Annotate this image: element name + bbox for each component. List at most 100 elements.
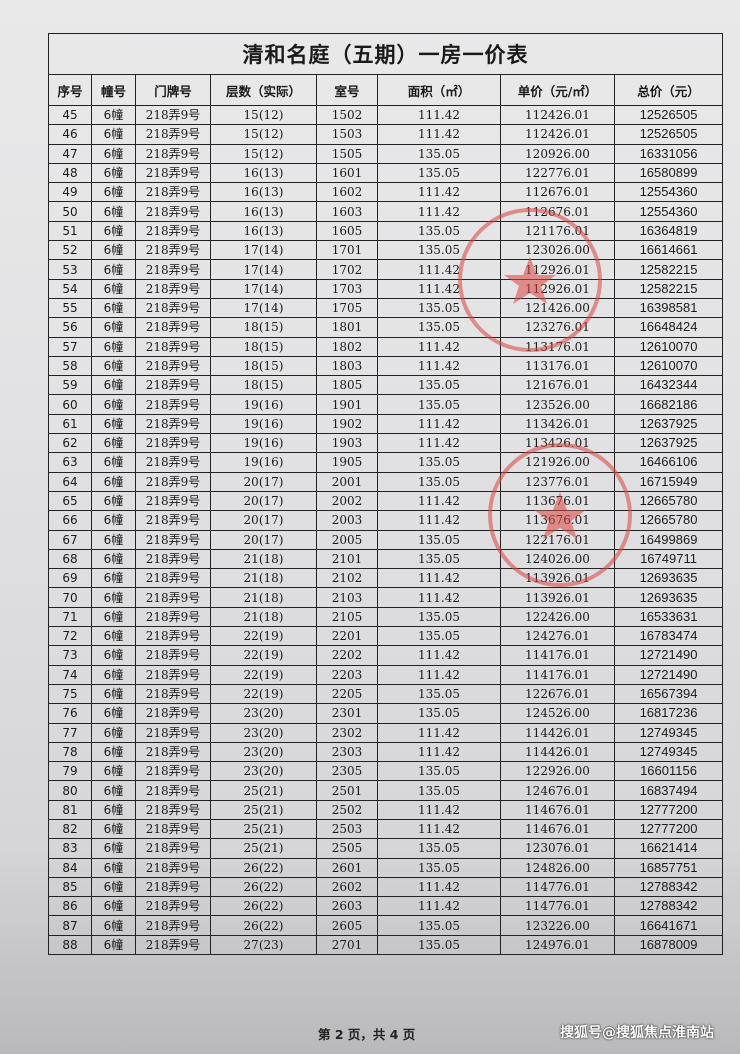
cell-index: 52 bbox=[48, 240, 92, 261]
cell-total-price: 16648424 bbox=[614, 317, 723, 338]
cell-unit-price: 112676.01 bbox=[500, 182, 615, 203]
cell-building: 6幢 bbox=[91, 104, 136, 126]
cell-total-price: 16432344 bbox=[614, 375, 723, 396]
cell-index: 77 bbox=[48, 722, 92, 743]
cell-floor: 19(16) bbox=[210, 452, 317, 473]
cell-address: 218弄9号 bbox=[135, 124, 211, 145]
cell-unit-price: 112926.01 bbox=[500, 259, 615, 280]
table-row: 68 6幢 218弄9号 21(18) 2101 135.05 124026.00 16749… bbox=[48, 548, 723, 570]
cell-area: 135.05 bbox=[377, 471, 501, 492]
table-row: 75 6幢 218弄9号 22(19) 2205 135.05 122676.01 16567… bbox=[48, 683, 723, 705]
table-row: 60 6幢 218弄9号 19(16) 1901 135.05 123526.00 16682… bbox=[48, 394, 723, 415]
cell-room: 1905 bbox=[316, 452, 378, 473]
cell-address: 218弄9号 bbox=[135, 182, 211, 203]
table-row: 55 6幢 218弄9号 17(14) 1705 135.05 121426.00 16398… bbox=[48, 297, 723, 319]
cell-floor: 21(18) bbox=[210, 606, 317, 628]
cell-room: 2505 bbox=[316, 838, 378, 859]
cell-building: 6幢 bbox=[91, 529, 136, 550]
cell-area: 135.05 bbox=[377, 394, 501, 415]
cell-area: 135.05 bbox=[377, 838, 501, 859]
cell-total-price: 16364819 bbox=[614, 220, 723, 242]
header-col-building: 幢号 bbox=[91, 74, 136, 106]
cell-unit-price: 124976.01 bbox=[500, 934, 615, 956]
cell-floor: 16(13) bbox=[210, 162, 317, 184]
cell-address: 218弄9号 bbox=[135, 278, 211, 299]
cell-building: 6幢 bbox=[91, 780, 136, 801]
cell-total-price: 12788342 bbox=[614, 896, 723, 917]
cell-address: 218弄9号 bbox=[135, 741, 211, 763]
cell-building: 6幢 bbox=[91, 182, 136, 203]
cell-floor: 22(19) bbox=[210, 664, 317, 685]
cell-building: 6幢 bbox=[91, 587, 136, 608]
cell-total-price: 12777200 bbox=[614, 799, 723, 820]
cell-floor: 23(20) bbox=[210, 741, 317, 763]
table-row: 88 6幢 218弄9号 27(23) 2701 135.05 124976.01 16878… bbox=[48, 934, 723, 956]
cell-index: 68 bbox=[48, 548, 92, 570]
cell-building: 6幢 bbox=[91, 703, 136, 724]
cell-area: 135.05 bbox=[377, 529, 501, 550]
cell-total-price: 16817236 bbox=[614, 703, 723, 724]
cell-address: 218弄9号 bbox=[135, 336, 211, 357]
header-row: 序号 幢号 门牌号 层数（实际） 室号 面积（㎡） 单价（元/㎡） 总价（元） bbox=[48, 74, 723, 106]
cell-room: 1602 bbox=[316, 182, 378, 203]
cell-unit-price: 123276.01 bbox=[500, 317, 615, 338]
cell-floor: 17(14) bbox=[210, 297, 317, 319]
cell-unit-price: 122926.00 bbox=[500, 761, 615, 782]
cell-building: 6幢 bbox=[91, 336, 136, 357]
header-col-total-price: 总价（元） bbox=[614, 74, 723, 106]
table-row: 85 6幢 218弄9号 26(22) 2602 111.42 114776.01 12788… bbox=[48, 876, 723, 898]
cell-building: 6幢 bbox=[91, 799, 136, 820]
cell-index: 57 bbox=[48, 336, 92, 357]
cell-area: 135.05 bbox=[377, 626, 501, 647]
cell-room: 2105 bbox=[316, 606, 378, 628]
cell-total-price: 12693635 bbox=[614, 587, 723, 608]
cell-address: 218弄9号 bbox=[135, 394, 211, 415]
cell-index: 60 bbox=[48, 394, 92, 415]
cell-floor: 15(12) bbox=[210, 104, 317, 126]
cell-unit-price: 121426.00 bbox=[500, 297, 615, 319]
cell-address: 218弄9号 bbox=[135, 645, 211, 666]
cell-room: 2205 bbox=[316, 683, 378, 705]
cell-total-price: 12526505 bbox=[614, 124, 723, 145]
cell-address: 218弄9号 bbox=[135, 799, 211, 820]
cell-floor: 20(17) bbox=[210, 471, 317, 492]
header-col-index: 序号 bbox=[48, 74, 92, 106]
cell-unit-price: 113676.01 bbox=[500, 490, 615, 512]
table-row: 79 6幢 218弄9号 23(20) 2305 135.05 122926.00 16601… bbox=[48, 761, 723, 782]
table-row: 52 6幢 218弄9号 17(14) 1701 135.05 123026.00 16614… bbox=[48, 240, 723, 261]
cell-unit-price: 123776.01 bbox=[500, 471, 615, 492]
cell-unit-price: 123226.00 bbox=[500, 915, 615, 936]
cell-area: 111.42 bbox=[377, 201, 501, 222]
cell-total-price: 12610070 bbox=[614, 336, 723, 357]
cell-total-price: 12610070 bbox=[614, 355, 723, 377]
cell-index: 49 bbox=[48, 182, 92, 203]
cell-address: 218弄9号 bbox=[135, 626, 211, 647]
cell-room: 2503 bbox=[316, 818, 378, 840]
cell-index: 50 bbox=[48, 201, 92, 222]
cell-index: 85 bbox=[48, 876, 92, 898]
cell-index: 64 bbox=[48, 471, 92, 492]
header-col-room: 室号 bbox=[316, 74, 378, 106]
cell-area: 111.42 bbox=[377, 104, 501, 126]
cell-unit-price: 121176.01 bbox=[500, 220, 615, 242]
cell-building: 6幢 bbox=[91, 838, 136, 859]
cell-unit-price: 122176.01 bbox=[500, 529, 615, 550]
cell-index: 70 bbox=[48, 587, 92, 608]
cell-total-price: 12693635 bbox=[614, 568, 723, 589]
table-row: 62 6幢 218弄9号 19(16) 1903 111.42 113426.01 12637… bbox=[48, 433, 723, 454]
cell-area: 135.05 bbox=[377, 162, 501, 184]
cell-area: 111.42 bbox=[377, 355, 501, 377]
cell-area: 111.42 bbox=[377, 510, 501, 531]
cell-address: 218弄9号 bbox=[135, 683, 211, 705]
cell-area: 111.42 bbox=[377, 278, 501, 299]
cell-floor: 15(12) bbox=[210, 143, 317, 164]
cell-floor: 25(21) bbox=[210, 799, 317, 820]
cell-floor: 22(19) bbox=[210, 683, 317, 705]
cell-unit-price: 112426.01 bbox=[500, 124, 615, 145]
cell-unit-price: 113426.01 bbox=[500, 413, 615, 435]
cell-building: 6幢 bbox=[91, 143, 136, 164]
cell-area: 111.42 bbox=[377, 818, 501, 840]
cell-index: 47 bbox=[48, 143, 92, 164]
cell-room: 1605 bbox=[316, 220, 378, 242]
cell-floor: 23(20) bbox=[210, 703, 317, 724]
